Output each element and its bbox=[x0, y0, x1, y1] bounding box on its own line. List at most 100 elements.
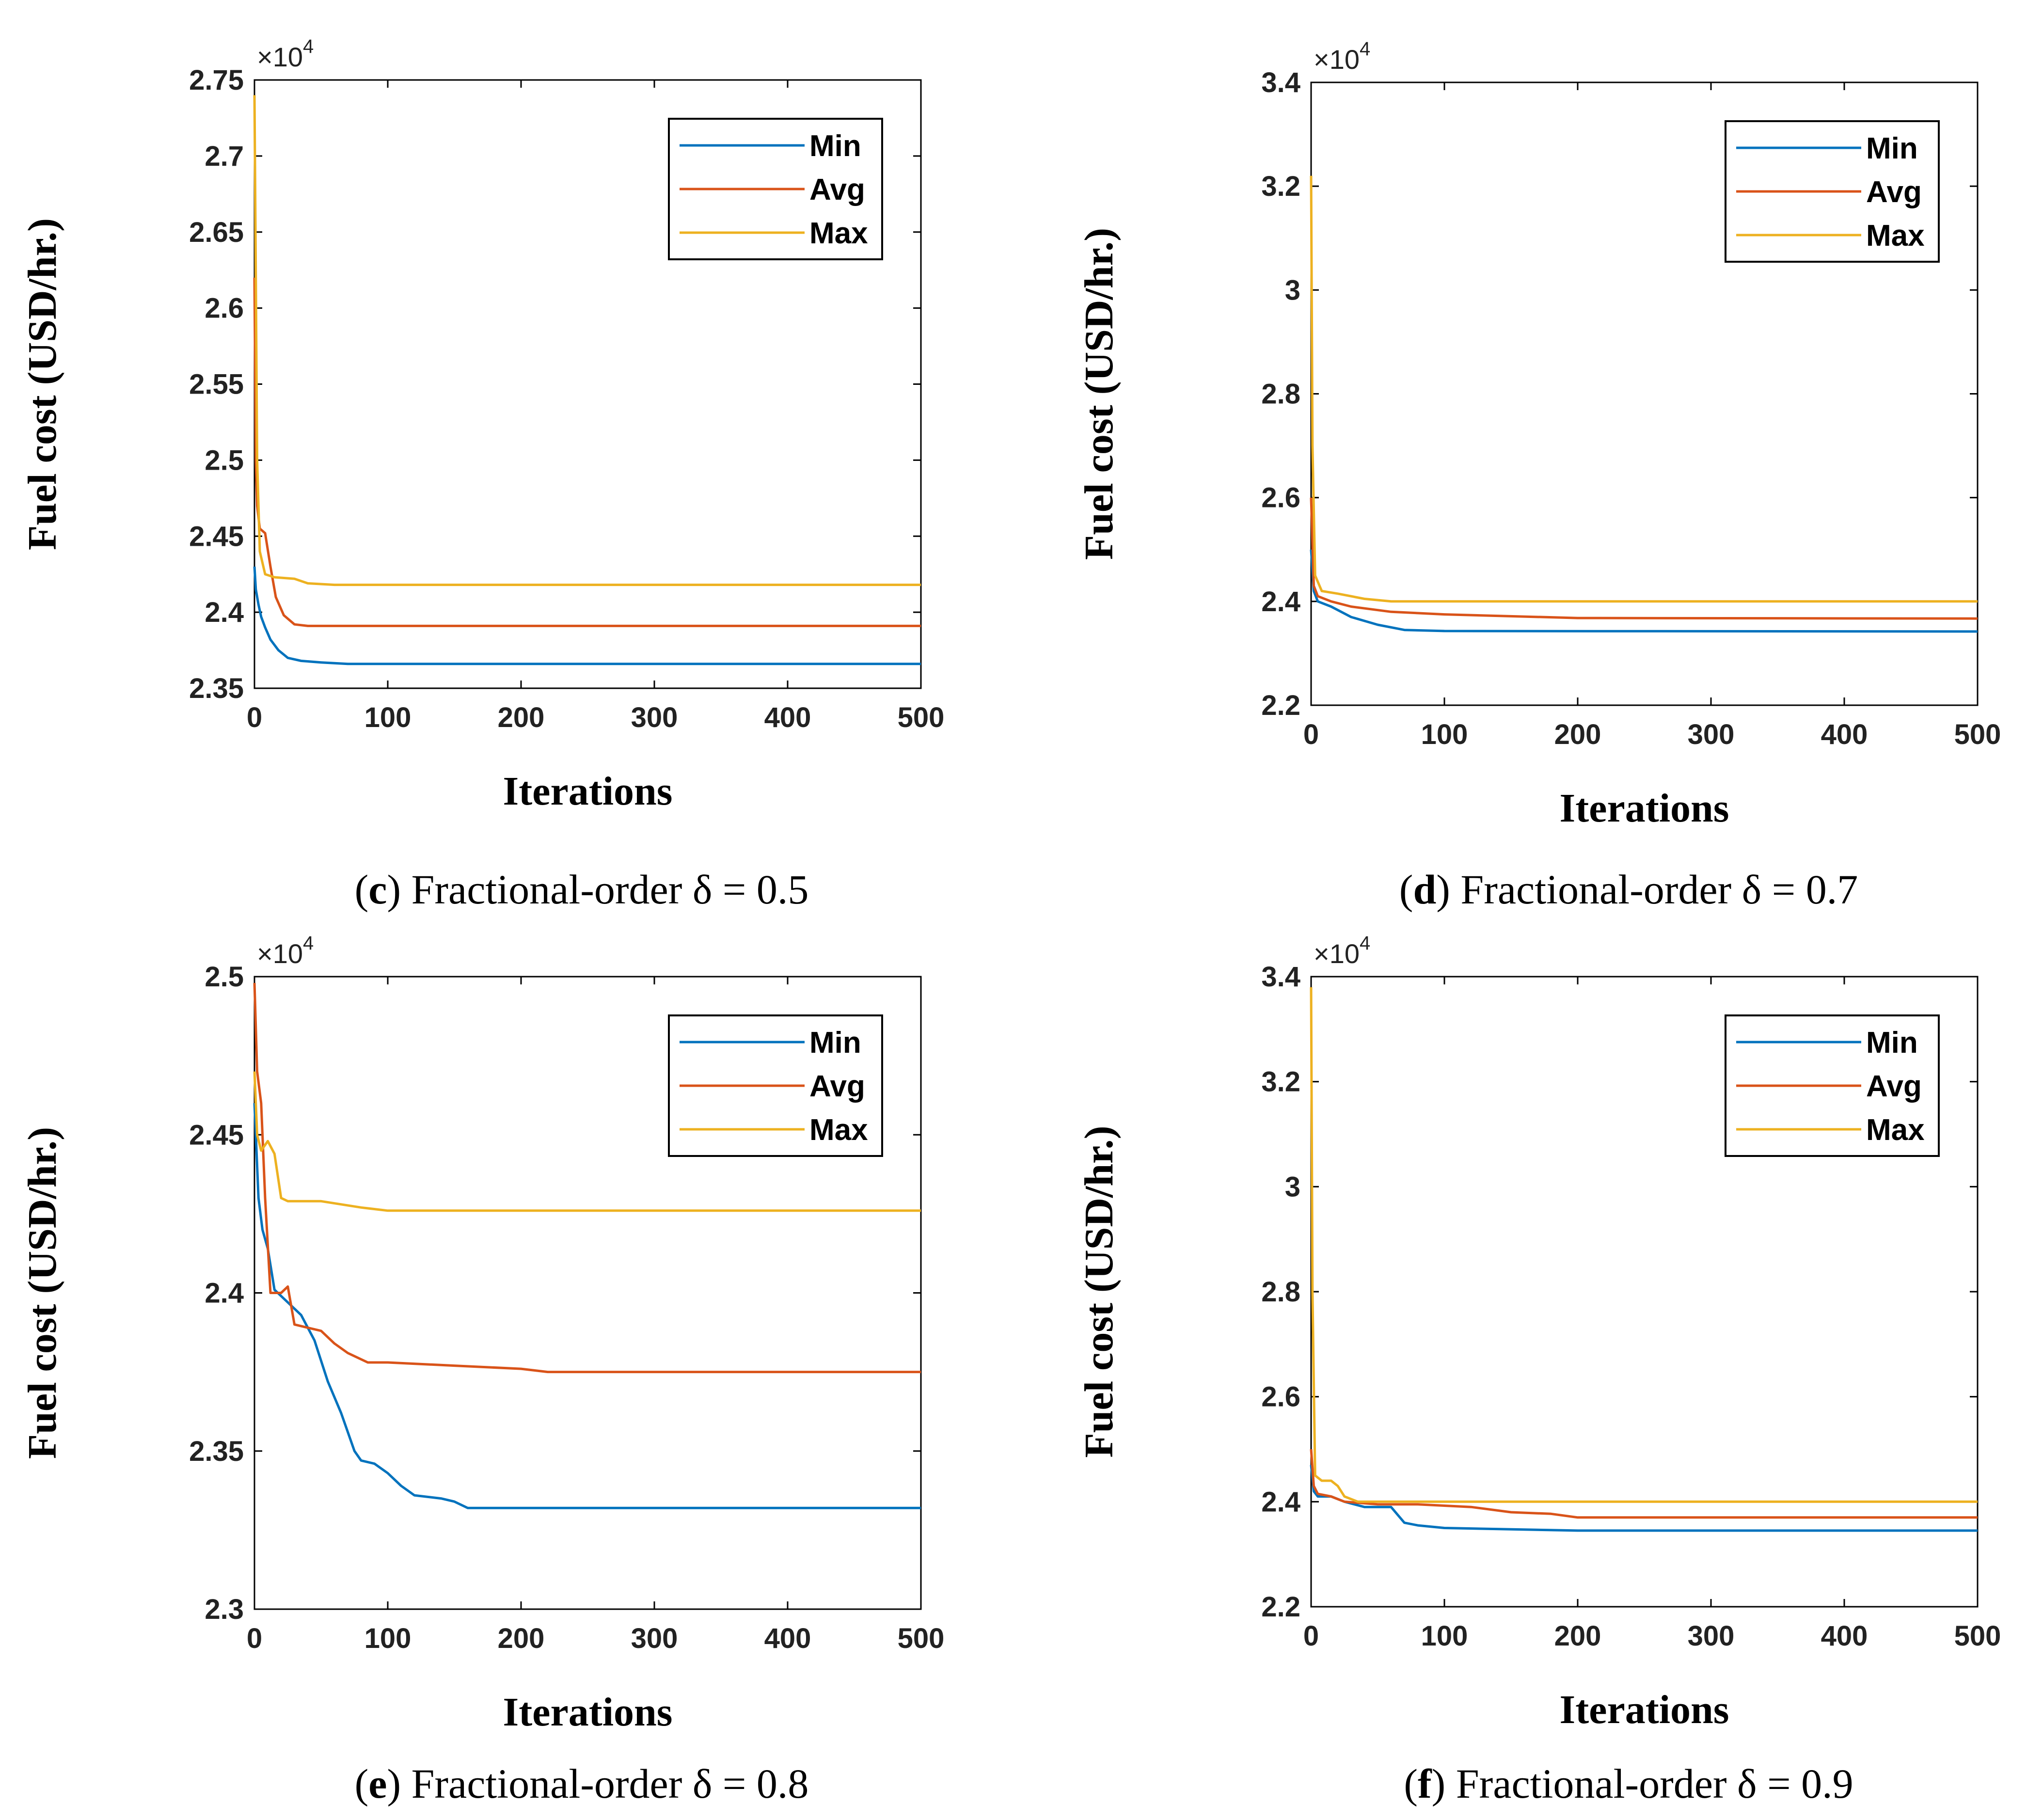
legend-label-max: Max bbox=[1866, 1113, 1925, 1147]
y-tick-label: 2.5 bbox=[205, 444, 244, 476]
x-axis-label: Iterations bbox=[503, 1690, 673, 1735]
caption-f: (f) Fractional-order δ = 0.9 bbox=[1404, 1760, 1853, 1807]
x-tick-label: 0 bbox=[247, 702, 262, 733]
x-tick-label: 500 bbox=[898, 702, 945, 733]
axis-multiplier: ×104 bbox=[257, 36, 314, 72]
legend-label-avg: Avg bbox=[1866, 175, 1922, 209]
y-tick-label: 3.4 bbox=[1261, 961, 1300, 993]
series-line-avg bbox=[253, 982, 921, 1374]
x-tick-label: 100 bbox=[1421, 719, 1468, 750]
legend: Min Avg Max bbox=[1725, 120, 1940, 263]
x-tick-label: 100 bbox=[364, 1623, 412, 1654]
y-tick-label: 3 bbox=[1285, 274, 1300, 306]
y-tick-label: 2.55 bbox=[189, 369, 244, 400]
series-line-min bbox=[1310, 1465, 1978, 1532]
legend-label-avg: Avg bbox=[1866, 1070, 1922, 1103]
x-tick-label: 500 bbox=[1954, 1620, 2001, 1652]
y-tick-label: 2.6 bbox=[1261, 1381, 1300, 1413]
x-tick-label: 400 bbox=[1821, 1620, 1868, 1652]
chart-panel-e: 0 100 200 300 400 500 2.3 2.35 2.4 2.45 2.5 ×104 Ite… bbox=[20, 933, 944, 1735]
y-tick-label: 2.4 bbox=[205, 1278, 244, 1309]
series-line-avg bbox=[1310, 1449, 1978, 1519]
y-tick-label: 2.5 bbox=[205, 961, 244, 993]
series-line-max bbox=[1310, 987, 1978, 1503]
series-line-min bbox=[253, 1103, 921, 1509]
x-tick-label: 500 bbox=[898, 1623, 945, 1654]
y-tick-label: 2.3 bbox=[205, 1594, 244, 1625]
x-tick-label: 300 bbox=[631, 1623, 678, 1654]
y-axis-label: Fuel cost (USD/hr.) bbox=[1077, 1125, 1122, 1457]
series-line-max bbox=[253, 95, 921, 586]
series-line-max bbox=[253, 1071, 921, 1212]
y-tick-label: 2.6 bbox=[1261, 482, 1300, 514]
x-tick-label: 100 bbox=[1421, 1620, 1468, 1652]
x-tick-label: 400 bbox=[764, 702, 811, 733]
series-line-max bbox=[1310, 175, 1978, 603]
legend-label-min: Min bbox=[809, 1026, 861, 1060]
y-tick-label: 2.35 bbox=[189, 1436, 244, 1467]
series-line-min bbox=[1310, 549, 1978, 633]
x-tick-label: 500 bbox=[1954, 719, 2001, 750]
x-tick-label: 400 bbox=[764, 1623, 811, 1654]
series-line-avg bbox=[1310, 497, 1978, 620]
y-axis-label: Fuel cost (USD/hr.) bbox=[1077, 228, 1122, 560]
x-tick-label: 300 bbox=[1688, 719, 1735, 750]
x-tick-label: 100 bbox=[364, 702, 412, 733]
legend-label-avg: Avg bbox=[809, 173, 865, 206]
y-tick-label: 2.2 bbox=[1261, 1591, 1300, 1623]
axis-multiplier-exponent: 4 bbox=[1360, 38, 1370, 60]
chart-panel-d: 0 100 200 300 400 500 2.2 2.4 2.6 2.8 3 3.2 3.4 ×104 I… bbox=[1077, 38, 2001, 831]
legend: Min Avg Max bbox=[668, 118, 883, 260]
y-tick-label: 2.8 bbox=[1261, 379, 1300, 410]
axis-multiplier-exponent: 4 bbox=[303, 36, 314, 57]
y-tick-label: 2.45 bbox=[189, 1119, 244, 1151]
chart-panel-f: 0 100 200 300 400 500 2.2 2.4 2.6 2.8 3 3.2 3.4 ×104 I… bbox=[1077, 933, 2001, 1732]
x-tick-label: 0 bbox=[247, 1623, 262, 1654]
y-tick-label: 2.65 bbox=[189, 217, 244, 248]
y-tick-label: 2.35 bbox=[189, 673, 244, 704]
y-tick-label: 2.6 bbox=[205, 293, 244, 324]
legend-label-min: Min bbox=[1866, 1026, 1918, 1060]
x-tick-label: 200 bbox=[498, 1623, 545, 1654]
axis-multiplier: ×104 bbox=[1314, 38, 1370, 75]
y-tick-label: 3 bbox=[1285, 1171, 1300, 1203]
y-axis-label: Fuel cost (USD/hr.) bbox=[20, 218, 65, 550]
y-tick-label: 3.2 bbox=[1261, 171, 1300, 202]
y-axis-label: Fuel cost (USD/hr.) bbox=[20, 1127, 65, 1459]
caption-e: (e) Fractional-order δ = 0.8 bbox=[354, 1760, 809, 1807]
series-line-min bbox=[253, 566, 921, 665]
y-tick-label: 2.8 bbox=[1261, 1276, 1300, 1308]
x-axis-label: Iterations bbox=[503, 769, 673, 814]
y-tick-label: 2.4 bbox=[1261, 586, 1300, 617]
legend-label-max: Max bbox=[809, 217, 868, 250]
axis-multiplier: ×104 bbox=[1314, 933, 1370, 969]
y-tick-label: 2.4 bbox=[205, 597, 244, 628]
chart-panel-c: 0 100 200 300 400 500 2.35 2.4 2.45 2.5 2.55 2.6 2.6… bbox=[20, 36, 944, 814]
legend-label-min: Min bbox=[809, 129, 861, 163]
x-tick-label: 400 bbox=[1821, 719, 1868, 750]
x-tick-label: 200 bbox=[1554, 1620, 1601, 1652]
x-axis-label: Iterations bbox=[1560, 786, 1729, 831]
x-tick-label: 0 bbox=[1303, 719, 1319, 750]
y-tick-label: 3.2 bbox=[1261, 1066, 1300, 1098]
y-tick-label: 2.7 bbox=[205, 141, 244, 172]
x-tick-label: 200 bbox=[498, 702, 545, 733]
legend-label-avg: Avg bbox=[809, 1070, 865, 1103]
x-tick-label: 200 bbox=[1554, 719, 1601, 750]
legend-label-min: Min bbox=[1866, 132, 1918, 165]
axis-multiplier-exponent: 4 bbox=[303, 933, 314, 954]
y-tick-label: 2.45 bbox=[189, 521, 244, 552]
legend-label-max: Max bbox=[1866, 219, 1925, 253]
axis-multiplier-exponent: 4 bbox=[1360, 933, 1370, 954]
legend: Min Avg Max bbox=[1725, 1014, 1940, 1157]
y-tick-label: 2.2 bbox=[1261, 690, 1300, 721]
legend: Min Avg Max bbox=[668, 1014, 883, 1157]
x-tick-label: 300 bbox=[631, 702, 678, 733]
x-tick-label: 0 bbox=[1303, 1620, 1319, 1652]
caption-d: (d) Fractional-order δ = 0.7 bbox=[1399, 866, 1858, 913]
y-tick-label: 2.4 bbox=[1261, 1486, 1300, 1518]
series-line-avg bbox=[253, 277, 921, 627]
x-axis-label: Iterations bbox=[1560, 1687, 1729, 1732]
axis-multiplier: ×104 bbox=[257, 933, 314, 969]
